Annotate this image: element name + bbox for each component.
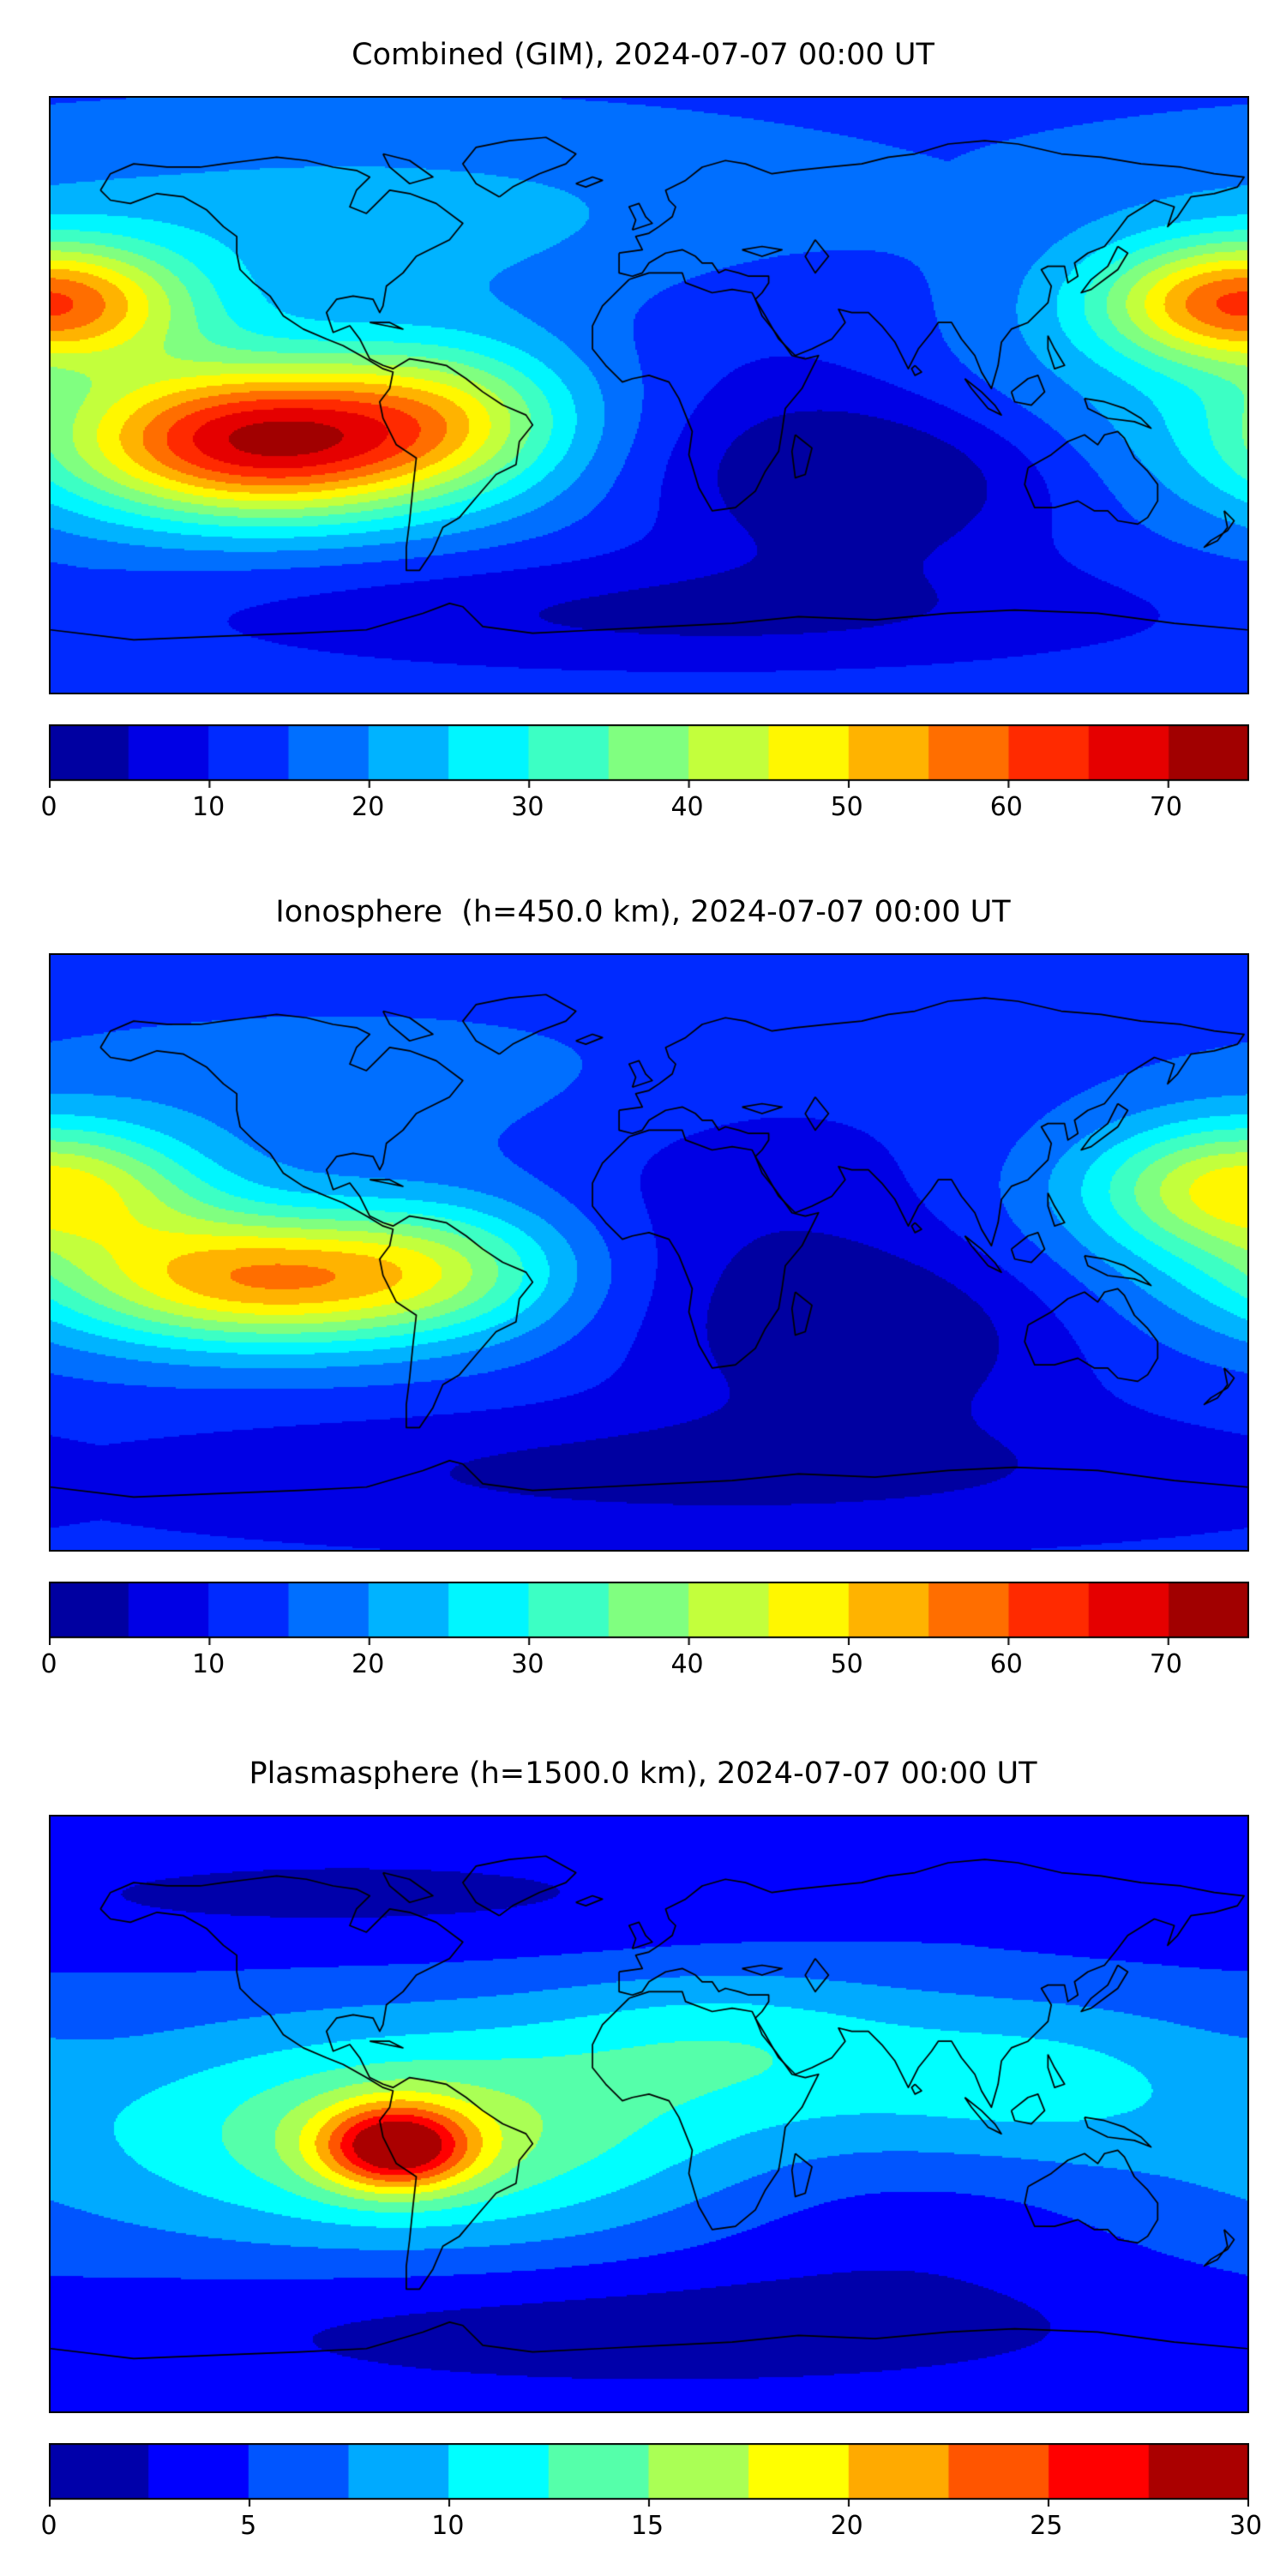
colorbar-tick-label: 10 [192,1649,225,1679]
colorbar-tick-label: 10 [192,792,225,822]
panel-title-plasmasphere: Plasmasphere (h=1500.0 km), 2024-07-07 0… [249,1756,1037,1791]
colorbar-canvas-plasmasphere [49,2443,1249,2507]
colorbar-tick-labels-plasmasphere: 0 5 10 15 20 25 30 [40,2511,1262,2545]
panel-ionosphere: Ionosphere (h=450.0 km), 2024-07-07 00:0… [0,857,1286,1714]
colorbar-tick-label: 10 [431,2511,465,2541]
colorbar-tick-label: 0 [40,792,57,822]
colorbar-tick-label: 5 [240,2511,257,2541]
colorbar-tick-label: 25 [1030,2511,1063,2541]
colorbar-tick-label: 15 [630,2511,664,2541]
colorbar-tick-label: 30 [511,792,544,822]
colorbar-canvas-combined [49,724,1249,788]
tec-map-canvas-ionosphere [49,953,1249,1552]
tec-map-canvas-plasmasphere [49,1815,1249,2413]
panel-title-ionosphere: Ionosphere (h=450.0 km), 2024-07-07 00:0… [275,895,1011,929]
colorbar-tick-label: 50 [830,1649,863,1679]
panel-title-combined: Combined (GIM), 2024-07-07 00:00 UT [352,38,934,72]
colorbar-tick-label: 40 [670,1649,704,1679]
tec-map-canvas-combined [49,96,1249,694]
colorbar-tick-label: 0 [40,1649,57,1679]
colorbar-tick-label: 20 [352,1649,385,1679]
colorbar-tick-label: 70 [1149,1649,1183,1679]
colorbar-tick-label: 70 [1149,792,1183,822]
colorbar-canvas-ionosphere [49,1582,1249,1645]
colorbar-tick-label: 0 [40,2511,57,2541]
colorbar-tick-label: 20 [830,2511,863,2541]
colorbar-tick-labels-ionosphere: 0 10 20 30 40 50 60 70 [40,1649,1246,1684]
colorbar-tick-labels-combined: 0 10 20 30 40 50 60 70 [40,792,1246,826]
panel-combined-gim: Combined (GIM), 2024-07-07 00:00 UT 0 10 2… [0,0,1286,857]
colorbar-tick-label: 60 [989,792,1023,822]
colorbar-tick-label: 30 [511,1649,544,1679]
panel-plasmasphere: Plasmasphere (h=1500.0 km), 2024-07-07 0… [0,1719,1286,2576]
colorbar-tick-label: 30 [1229,2511,1263,2541]
colorbar-tick-label: 20 [352,792,385,822]
colorbar-tick-label: 50 [830,792,863,822]
colorbar-tick-label: 60 [989,1649,1023,1679]
colorbar-tick-label: 40 [670,792,704,822]
